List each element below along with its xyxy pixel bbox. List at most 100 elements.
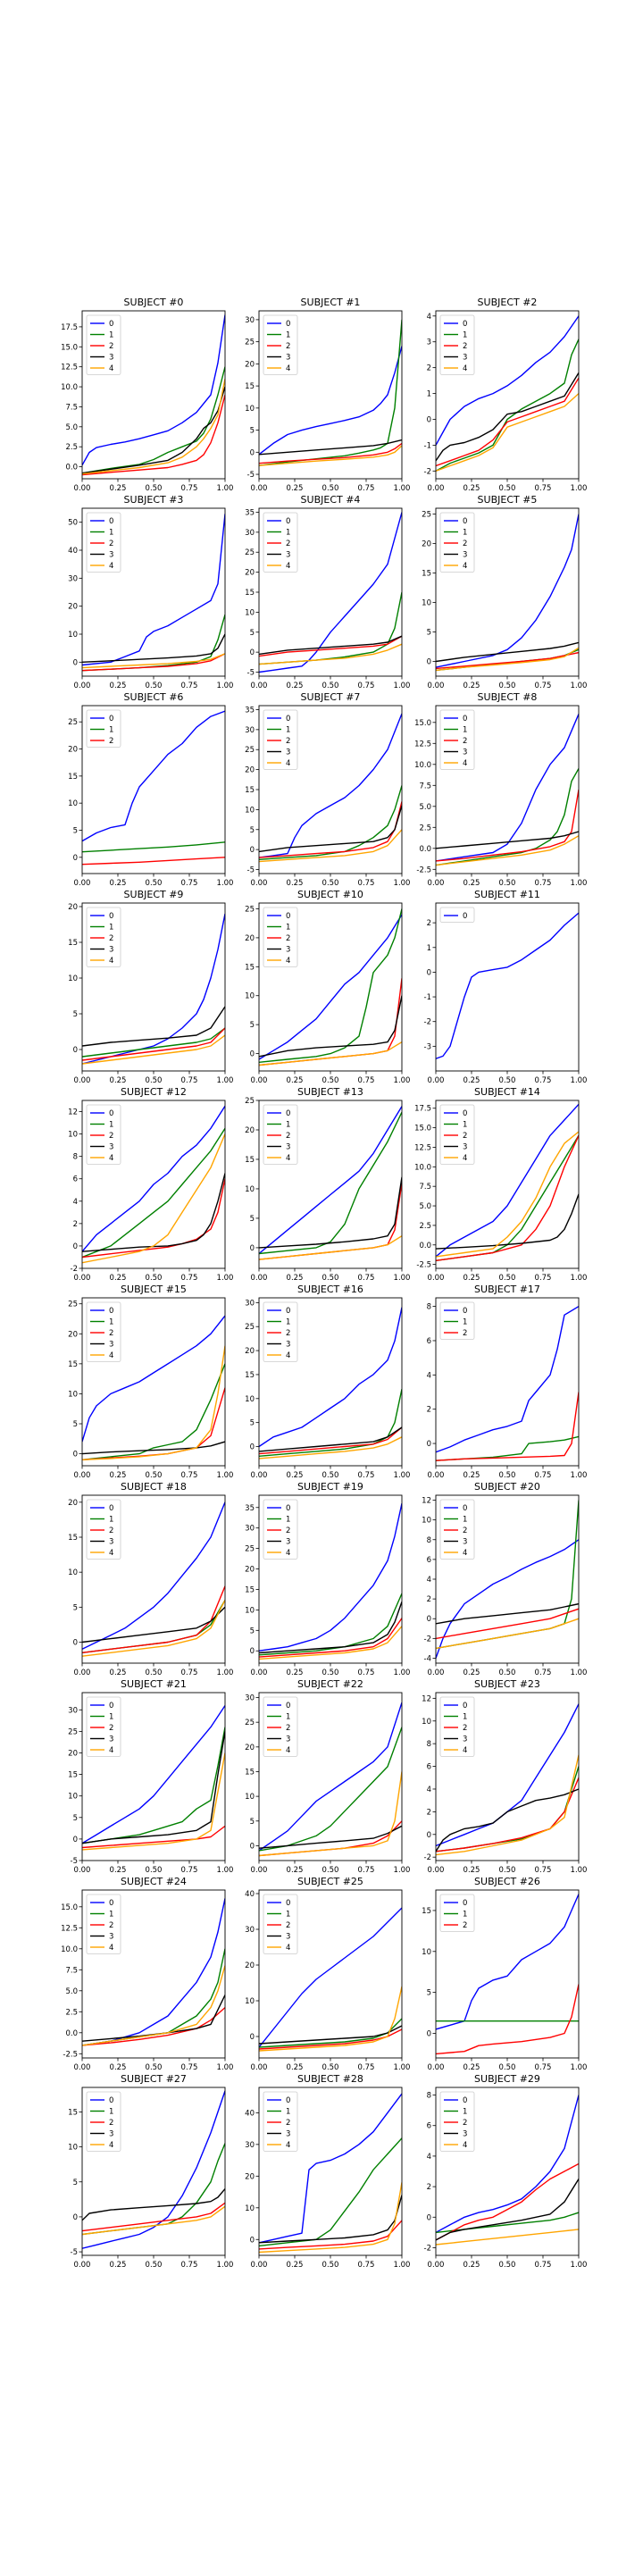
legend-label: 1	[286, 924, 290, 933]
y-tick-label: 15	[68, 1534, 78, 1543]
subplot-title: SUBJECT #24	[121, 1876, 187, 1887]
subplot-title: SUBJECT #4	[301, 494, 361, 506]
subplot-title: SUBJECT #10	[297, 889, 363, 900]
series-line-3	[259, 439, 402, 456]
y-tick-label: 3	[427, 339, 431, 347]
series-line-4	[259, 445, 402, 466]
y-tick-label: 25	[245, 1323, 255, 1332]
subplot-title: SUBJECT #18	[121, 1481, 187, 1493]
legend-label: 1	[463, 726, 467, 735]
legend-label: 0	[286, 715, 290, 723]
y-tick-label: 8	[427, 1536, 431, 1545]
legend-box	[439, 512, 475, 573]
x-tick-label: 0.50	[146, 2063, 163, 2072]
y-tick-label: 2	[73, 1220, 78, 1229]
axes-frame	[258, 1297, 403, 1467]
y-tick-label: 2	[427, 1406, 431, 1415]
y-tick-label: 20	[68, 746, 78, 755]
y-tick-label: 25	[245, 1719, 255, 1727]
axes-frame	[81, 1100, 226, 1269]
series-lines	[436, 714, 579, 866]
y-tick-label: 12.5	[61, 1924, 78, 1933]
series-line-1	[82, 1027, 225, 1058]
y-tick-label: 15	[245, 1371, 255, 1380]
legend-label: 3	[109, 1341, 113, 1350]
series-line-2	[82, 1027, 225, 1061]
series-line-0	[82, 710, 225, 842]
x-tick-label: 1.00	[217, 1274, 234, 1283]
series-line-2	[259, 442, 402, 464]
legend: 0 1 2 3 4	[263, 2091, 298, 2152]
y-tick-label: 5	[250, 427, 255, 436]
x-tick-label: 0.75	[181, 484, 198, 493]
y-tick-label: -2.5	[416, 866, 431, 874]
axes-frame	[435, 705, 580, 874]
y-tick-label: 0	[73, 2213, 78, 2222]
series-line-1	[259, 1727, 402, 1852]
x-tick-label: 0.50	[322, 1669, 339, 1677]
series-line-2	[436, 1777, 579, 1853]
x-tick-label: 0.25	[287, 484, 304, 493]
x-tick-label: 0.75	[535, 682, 552, 690]
subplot-title: SUBJECT #1	[301, 297, 361, 308]
y-tick-label: 0.0	[65, 2029, 78, 2038]
legend-label: 3	[286, 1143, 290, 1152]
x-tick-label: 0.25	[287, 1669, 304, 1677]
y-tick-label: 5	[427, 1989, 431, 1998]
y-tick-label: 30	[245, 1694, 255, 1703]
subplot-5: SUBJECT #50.00 0.25 0.50 0.75 1.000510152025…	[422, 494, 587, 690]
legend-label: 3	[463, 2130, 467, 2139]
x-tick-label: 1.00	[394, 879, 411, 888]
y-tick-label: 2	[427, 1595, 431, 1604]
x-tick-label: 1.00	[217, 1471, 234, 1480]
x-tick-label: 0.75	[358, 879, 375, 888]
series-line-0	[436, 912, 579, 1059]
legend-label: 1	[463, 1121, 467, 1130]
x-tick-label: 0.00	[74, 879, 91, 888]
x-tick-label: 1.00	[571, 1076, 588, 1085]
y-tick-label: 25	[68, 1301, 78, 1309]
legend-box	[86, 2091, 121, 2152]
subplot-25: SUBJECT #250.00 0.25 0.50 0.75 1.00010203040…	[245, 1876, 410, 2072]
x-tick-label: 0.75	[535, 2261, 552, 2270]
legend-label: 0	[109, 320, 113, 329]
y-tick-label: 0	[73, 854, 78, 863]
series-line-3	[82, 1441, 225, 1455]
legend-label: 4	[109, 364, 113, 373]
legend-label: 0	[463, 1504, 467, 1513]
y-tick-label: 15	[68, 1360, 78, 1369]
y-tick-label: 15	[68, 939, 78, 948]
x-tick-label: 0.50	[499, 879, 516, 888]
series-line-3	[82, 633, 225, 663]
legend: 0 1 2 3 4	[263, 1696, 298, 1757]
series-line-1	[82, 841, 225, 853]
y-tick-label: 15	[245, 1768, 255, 1777]
x-tick-label: 1.00	[571, 2261, 588, 2270]
y-tick-label: 4	[427, 2153, 431, 2162]
series-line-0	[436, 714, 579, 862]
subplot-title: SUBJECT #8	[478, 691, 538, 703]
x-tick-label: 1.00	[217, 682, 234, 690]
series-line-0	[259, 2093, 402, 2244]
y-tick-label: 6	[427, 1556, 431, 1565]
x-tick-label: 1.00	[217, 879, 234, 888]
y-tick-label: 0	[427, 1440, 431, 1449]
series-lines	[82, 314, 225, 476]
subplot-10: SUBJECT #100.00 0.25 0.50 0.75 1.00051015202…	[245, 889, 410, 1085]
axes-frame	[81, 902, 226, 1072]
legend-label: 3	[109, 551, 113, 560]
y-tick-label: 10	[68, 1390, 78, 1399]
legend-label: 4	[109, 1746, 113, 1755]
x-tick-label: 1.00	[394, 1866, 411, 1875]
series-line-2	[82, 2007, 225, 2046]
series-lines	[436, 1305, 579, 1461]
series-line-1	[82, 2143, 225, 2236]
x-tick-label: 0.00	[428, 484, 445, 493]
series-line-0	[259, 713, 402, 858]
y-tick-label: 6	[427, 2122, 431, 2131]
series-line-2	[436, 1135, 579, 1261]
x-tick-label: 0.00	[428, 1274, 445, 1283]
y-tick-label: -5	[247, 866, 255, 875]
legend-label: 4	[463, 1549, 467, 1558]
subplot-6: SUBJECT #60.00 0.25 0.50 0.75 1.000510152025…	[68, 691, 233, 888]
